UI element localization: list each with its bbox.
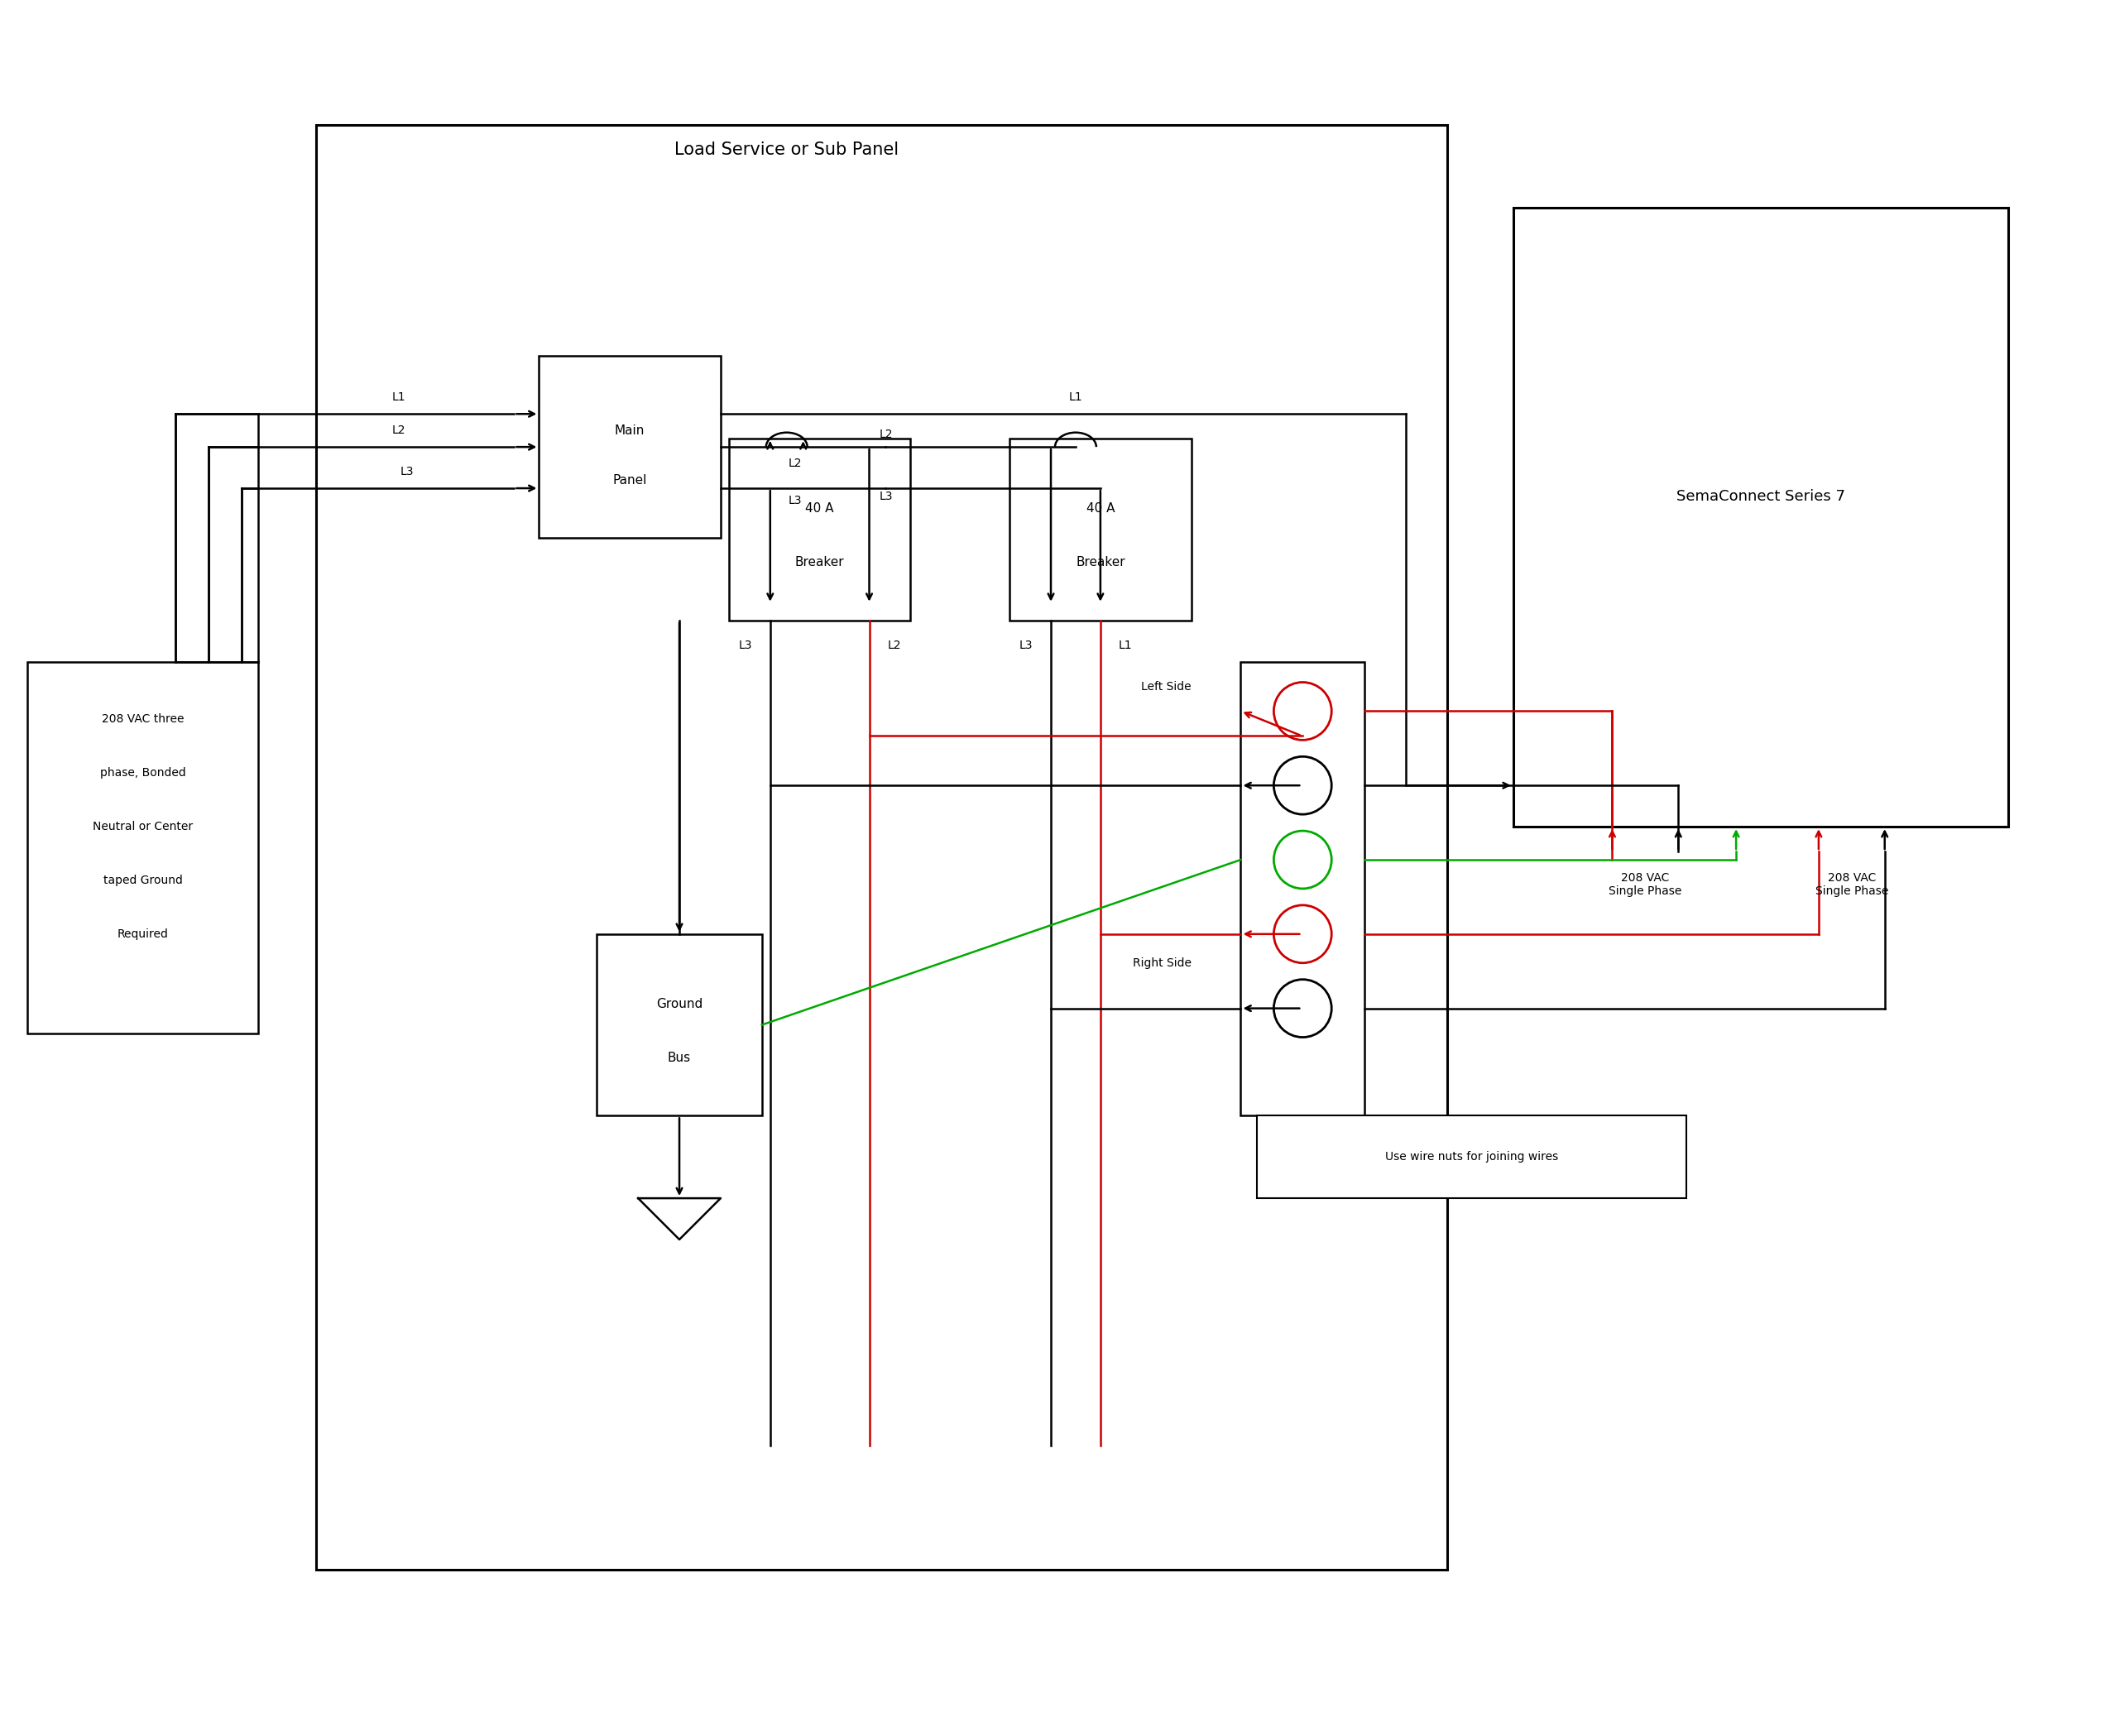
Text: taped Ground: taped Ground	[103, 875, 181, 885]
FancyBboxPatch shape	[27, 661, 257, 1033]
Text: 208 VAC three: 208 VAC three	[101, 713, 184, 726]
Text: L2: L2	[392, 425, 405, 436]
Text: Use wire nuts for joining wires: Use wire nuts for joining wires	[1386, 1151, 1559, 1163]
Text: L3: L3	[880, 491, 893, 502]
Text: L1: L1	[392, 392, 405, 403]
Text: Required: Required	[118, 929, 169, 939]
Text: Neutral or Center: Neutral or Center	[93, 821, 192, 833]
FancyBboxPatch shape	[597, 934, 762, 1116]
Text: 40 A: 40 A	[1087, 503, 1114, 516]
FancyBboxPatch shape	[1009, 439, 1192, 620]
Text: Right Side: Right Side	[1133, 957, 1192, 969]
Text: Main: Main	[614, 424, 646, 437]
FancyBboxPatch shape	[1513, 208, 2009, 826]
Text: 40 A: 40 A	[806, 503, 833, 516]
FancyBboxPatch shape	[728, 439, 912, 620]
Text: Breaker: Breaker	[1076, 556, 1125, 569]
Text: SemaConnect Series 7: SemaConnect Series 7	[1677, 490, 1846, 503]
Text: L3: L3	[738, 639, 753, 651]
Text: Left Side: Left Side	[1142, 681, 1192, 693]
Text: Bus: Bus	[667, 1052, 690, 1064]
Text: L2: L2	[886, 639, 901, 651]
Text: Ground: Ground	[656, 998, 703, 1010]
Text: Load Service or Sub Panel: Load Service or Sub Panel	[675, 141, 899, 158]
Text: L3: L3	[789, 495, 802, 507]
Text: L2: L2	[880, 429, 893, 441]
Text: L3: L3	[1019, 639, 1034, 651]
Text: L2: L2	[789, 458, 802, 469]
FancyBboxPatch shape	[538, 356, 722, 538]
Text: Panel: Panel	[612, 474, 648, 486]
FancyBboxPatch shape	[1241, 661, 1365, 1116]
Text: L3: L3	[401, 465, 414, 477]
Text: L1: L1	[1070, 392, 1082, 403]
Text: 208 VAC
Single Phase: 208 VAC Single Phase	[1815, 871, 1888, 898]
Text: L1: L1	[1118, 639, 1133, 651]
Text: 208 VAC
Single Phase: 208 VAC Single Phase	[1608, 871, 1682, 898]
Text: phase, Bonded: phase, Bonded	[99, 767, 186, 779]
FancyBboxPatch shape	[316, 125, 1447, 1569]
FancyBboxPatch shape	[1258, 1116, 1686, 1198]
Text: Breaker: Breaker	[795, 556, 844, 569]
